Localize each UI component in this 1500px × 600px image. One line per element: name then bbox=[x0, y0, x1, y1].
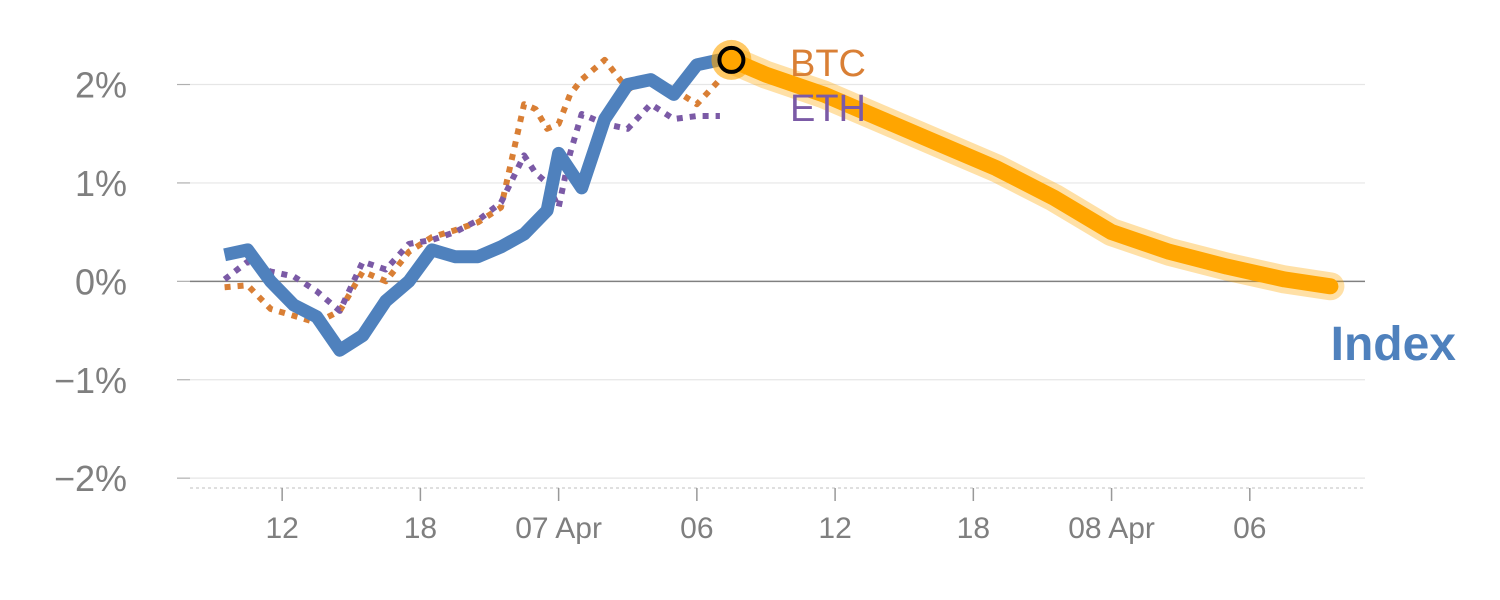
y-tick-label: 0% bbox=[75, 261, 127, 302]
y-tick-label: −1% bbox=[54, 360, 127, 401]
y-tick-label: 1% bbox=[75, 163, 127, 204]
eth-series-label: ETH bbox=[790, 88, 866, 130]
x-tick-label: 08 Apr bbox=[1068, 512, 1155, 545]
index-series-label: Index bbox=[1331, 318, 1457, 371]
series-group bbox=[222, 45, 1345, 357]
current-point-marker bbox=[717, 45, 746, 74]
index-series-line bbox=[223, 53, 722, 357]
x-tick-label: 06 bbox=[1233, 512, 1266, 545]
x-tick-label: 06 bbox=[680, 512, 713, 545]
x-tick-label: 18 bbox=[404, 512, 437, 545]
axes: 2% 1% 0% −1% −2% 12 18 07 Apr 06 12 18 08 Apr 06 bbox=[54, 65, 1365, 545]
x-tick-label: 07 Apr bbox=[515, 512, 602, 545]
y-tick-label: 2% bbox=[75, 65, 127, 106]
grid-lines bbox=[190, 83, 1365, 479]
btc-series-label: BTC bbox=[790, 43, 866, 85]
x-tick-label: 12 bbox=[265, 512, 298, 545]
eth-series-line bbox=[222, 101, 720, 314]
y-tick-label: −2% bbox=[54, 458, 127, 499]
x-tick-label: 12 bbox=[818, 512, 851, 545]
x-tick-label: 18 bbox=[957, 512, 990, 545]
btc-series-line bbox=[224, 56, 723, 326]
marker-group bbox=[711, 39, 752, 80]
series-labels: BTC ETH Index bbox=[790, 43, 1456, 371]
forecast-line bbox=[723, 51, 1339, 295]
